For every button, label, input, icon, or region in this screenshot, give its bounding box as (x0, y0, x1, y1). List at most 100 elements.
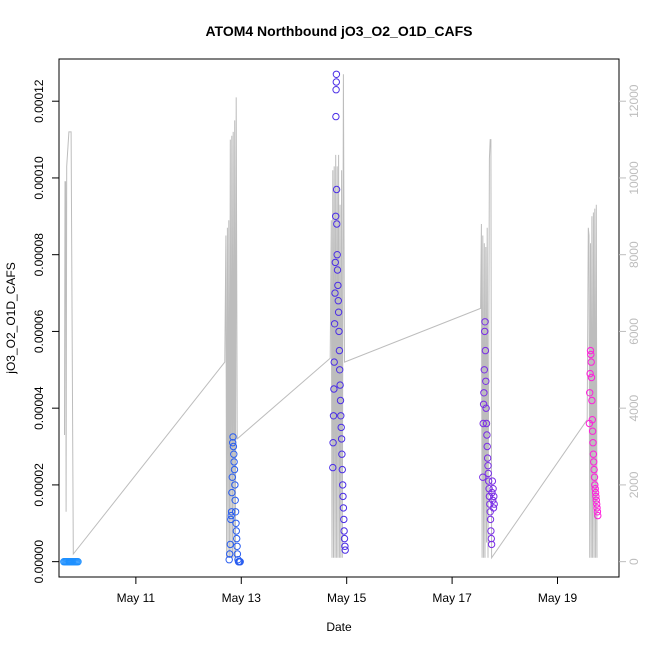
data-point (333, 266, 342, 274)
data-point (329, 463, 337, 472)
data-point (230, 450, 238, 458)
data-point (487, 540, 496, 549)
data-point (331, 289, 339, 297)
data-point (332, 185, 341, 194)
y2-tick-label: 0 (627, 558, 641, 565)
data-point (485, 477, 493, 485)
data-point (336, 381, 344, 389)
data-point (332, 78, 340, 86)
data-point (336, 396, 345, 405)
data-point (592, 492, 600, 501)
altitude-series-line (64, 74, 598, 560)
y-tick-label: 0.00010 (32, 156, 46, 200)
data-point (594, 511, 602, 520)
data-point (339, 481, 347, 489)
data-point (332, 86, 340, 94)
data-point (587, 358, 595, 366)
data-point (227, 515, 235, 524)
data-point (226, 540, 235, 549)
data-point (479, 400, 488, 408)
data-point (333, 251, 341, 259)
data-point (489, 496, 497, 504)
data-point (586, 369, 594, 378)
data-point (591, 488, 600, 497)
y2-tick-label: 12000 (627, 84, 641, 118)
data-point (74, 558, 82, 566)
data-point (338, 465, 346, 474)
y-axis-left: 0.00000 0.00002 0.00004 0.00006 0.00008 0.000… (32, 79, 59, 583)
y-tick-label: 0.00012 (32, 79, 46, 123)
data-point (482, 419, 491, 428)
data-point (589, 450, 598, 458)
data-point (481, 346, 490, 355)
data-point (589, 439, 597, 447)
data-point (233, 550, 242, 558)
data-point (335, 327, 343, 336)
data-point (229, 442, 238, 451)
data-point (588, 416, 596, 424)
y-axis-label: jO3_O2_O1D_CAFS (4, 262, 18, 374)
data-point (330, 358, 338, 366)
data-point (480, 389, 488, 397)
data-point (231, 496, 239, 504)
data-point (591, 481, 599, 489)
data-point (332, 212, 340, 221)
data-point (593, 504, 601, 512)
points-layer (60, 70, 602, 566)
data-point (230, 465, 239, 474)
data-point (226, 550, 234, 558)
y-tick-label: 0.00002 (32, 463, 46, 507)
data-point (335, 346, 344, 355)
x-tick-label: May 19 (538, 591, 578, 605)
data-point (229, 433, 237, 441)
data-point (332, 112, 340, 121)
y2-tick-label: 8000 (627, 241, 641, 268)
data-point (490, 500, 498, 508)
data-point (228, 473, 237, 481)
data-point (590, 465, 598, 474)
data-point (340, 527, 348, 535)
y-tick-label: 0.00000 (32, 540, 46, 584)
data-point (341, 542, 349, 550)
data-point (482, 404, 490, 412)
y-tick-label: 0.00006 (32, 309, 46, 353)
data-point (481, 327, 489, 336)
data-point (331, 258, 339, 267)
data-point (232, 519, 240, 527)
data-point (479, 419, 487, 428)
data-point (233, 542, 241, 550)
data-point (488, 477, 497, 485)
data-point (587, 350, 595, 359)
data-point (592, 496, 600, 504)
data-point (593, 500, 601, 508)
x-tick-label: May 15 (327, 591, 367, 605)
chart-title: ATOM4 Northbound jO3_O2_O1D_CAFS (205, 23, 472, 39)
data-point (489, 504, 498, 512)
data-point (588, 427, 597, 435)
data-point (339, 504, 348, 512)
data-point (339, 492, 347, 501)
data-point (586, 346, 595, 355)
data-point (227, 508, 236, 516)
data-point (482, 377, 490, 385)
data-point (486, 515, 495, 524)
data-point (338, 450, 346, 458)
x-tick-label: May 17 (432, 591, 472, 605)
data-point (233, 534, 241, 543)
data-point (587, 373, 596, 382)
data-point (329, 412, 338, 420)
data-point (334, 297, 342, 305)
y2-tick-label: 4000 (627, 395, 641, 422)
plot-frame (58, 58, 620, 578)
altitude-line-layer (64, 74, 598, 560)
data-point (593, 508, 602, 516)
x-axis: May 11 May 13 May 15 May 17 May 19 (117, 577, 578, 605)
data-point (337, 412, 345, 420)
data-point (337, 423, 345, 432)
y-axis-right: 0 2000 4000 6000 8000 10000 12000 (619, 84, 641, 565)
data-point (490, 492, 498, 501)
data-point (487, 527, 495, 535)
y2-tick-label: 2000 (627, 471, 641, 498)
data-point (330, 385, 338, 393)
